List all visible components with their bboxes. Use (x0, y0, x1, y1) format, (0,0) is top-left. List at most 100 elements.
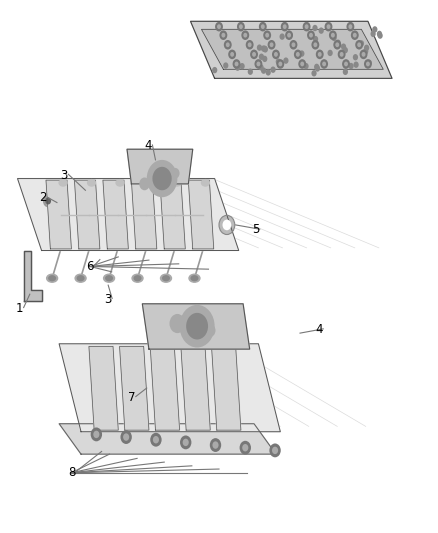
Polygon shape (18, 179, 239, 251)
Circle shape (360, 50, 367, 59)
Text: 3: 3 (60, 168, 68, 182)
Circle shape (223, 220, 231, 230)
Circle shape (343, 62, 348, 69)
Circle shape (219, 215, 235, 235)
Circle shape (333, 40, 341, 50)
Circle shape (292, 43, 296, 47)
Circle shape (263, 30, 271, 40)
Circle shape (230, 52, 234, 57)
Circle shape (331, 33, 335, 37)
Circle shape (221, 33, 225, 37)
Circle shape (290, 40, 297, 50)
Ellipse shape (160, 274, 172, 282)
Circle shape (377, 31, 382, 37)
Circle shape (320, 59, 328, 69)
Circle shape (300, 61, 304, 67)
Text: 4: 4 (145, 139, 152, 152)
Circle shape (322, 61, 326, 67)
Ellipse shape (191, 276, 198, 280)
Ellipse shape (132, 274, 143, 282)
Circle shape (256, 61, 260, 67)
Circle shape (378, 33, 383, 39)
Circle shape (346, 22, 354, 31)
Circle shape (235, 64, 240, 71)
Circle shape (150, 433, 162, 447)
Circle shape (366, 61, 370, 67)
Polygon shape (201, 29, 383, 69)
Circle shape (351, 30, 359, 40)
Circle shape (226, 43, 230, 47)
Circle shape (336, 43, 339, 47)
Circle shape (309, 33, 313, 37)
Circle shape (296, 52, 300, 57)
Circle shape (233, 59, 240, 69)
Circle shape (343, 69, 348, 75)
Circle shape (364, 59, 372, 69)
Circle shape (258, 64, 264, 70)
Circle shape (311, 40, 319, 50)
Circle shape (252, 52, 256, 57)
Circle shape (240, 441, 251, 455)
Circle shape (283, 58, 289, 64)
Circle shape (303, 22, 311, 31)
Circle shape (364, 45, 369, 51)
Circle shape (343, 47, 348, 53)
Polygon shape (188, 180, 214, 249)
Polygon shape (150, 346, 180, 430)
Circle shape (285, 30, 293, 40)
Circle shape (268, 40, 276, 50)
Circle shape (223, 62, 228, 69)
Ellipse shape (59, 180, 67, 186)
Circle shape (312, 25, 318, 31)
Circle shape (314, 43, 317, 47)
Ellipse shape (88, 180, 95, 186)
Circle shape (336, 42, 341, 48)
Circle shape (123, 433, 129, 441)
Ellipse shape (49, 276, 55, 280)
Circle shape (318, 52, 321, 57)
Circle shape (239, 25, 243, 29)
Circle shape (348, 63, 353, 69)
Circle shape (262, 46, 268, 52)
Circle shape (217, 25, 221, 29)
Text: 1: 1 (16, 302, 23, 315)
Circle shape (240, 63, 245, 69)
Circle shape (325, 22, 332, 31)
Polygon shape (103, 180, 128, 249)
Circle shape (318, 27, 324, 34)
Circle shape (171, 168, 180, 179)
Circle shape (212, 441, 219, 449)
Circle shape (261, 68, 266, 74)
Polygon shape (74, 180, 100, 249)
Polygon shape (160, 180, 185, 249)
Circle shape (186, 313, 208, 340)
Circle shape (263, 46, 268, 53)
Circle shape (91, 427, 102, 441)
Polygon shape (59, 424, 276, 454)
Polygon shape (212, 346, 241, 430)
Ellipse shape (163, 276, 170, 280)
Circle shape (299, 51, 304, 57)
Circle shape (257, 44, 262, 51)
Polygon shape (142, 304, 250, 349)
Text: 2: 2 (39, 191, 47, 205)
Circle shape (272, 447, 278, 454)
Circle shape (210, 438, 221, 452)
Circle shape (93, 431, 99, 438)
Circle shape (372, 26, 378, 33)
Ellipse shape (106, 276, 112, 280)
Circle shape (332, 35, 337, 41)
Polygon shape (120, 346, 149, 430)
Circle shape (279, 61, 282, 67)
Circle shape (276, 59, 281, 65)
Circle shape (180, 305, 215, 348)
Circle shape (336, 39, 341, 46)
Circle shape (43, 195, 53, 207)
Text: 7: 7 (128, 391, 135, 404)
Circle shape (212, 67, 217, 74)
Circle shape (315, 65, 320, 71)
Ellipse shape (189, 274, 200, 282)
Circle shape (219, 30, 227, 40)
Circle shape (170, 314, 185, 333)
Ellipse shape (47, 274, 58, 282)
